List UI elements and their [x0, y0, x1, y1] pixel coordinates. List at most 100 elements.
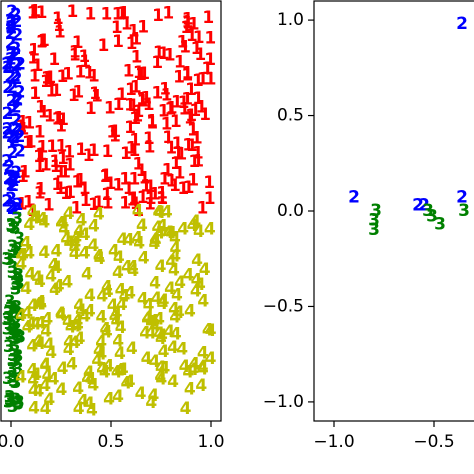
point-label-2: 2 [6, 18, 18, 38]
point-label-1: 1 [15, 117, 27, 137]
point-label-1: 1 [57, 149, 69, 169]
point-label-1: 1 [23, 193, 35, 213]
point-label-2: 2 [11, 120, 23, 140]
point-label-3: 3 [2, 369, 14, 389]
point-label-2: 2 [3, 169, 15, 189]
point-label-4: 4 [35, 314, 47, 334]
point-label-1: 1 [139, 168, 151, 188]
point-label-4: 4 [170, 325, 182, 345]
point-label-3: 3 [6, 367, 18, 387]
point-label-4: 4 [93, 341, 105, 361]
point-label-4: 4 [49, 280, 61, 300]
point-label-3: 3 [14, 305, 26, 325]
point-label-2: 2 [10, 39, 22, 59]
point-label-3: 3 [1, 310, 13, 330]
point-label-4: 4 [103, 356, 115, 376]
point-label-1: 1 [188, 15, 200, 35]
point-label-1: 1 [128, 189, 140, 209]
point-label-3: 3 [368, 211, 380, 231]
point-label-1: 1 [162, 4, 174, 24]
point-label-1: 1 [129, 169, 141, 189]
point-label-4: 4 [20, 279, 32, 299]
point-label-3: 3 [6, 316, 18, 336]
point-label-1: 1 [93, 193, 105, 213]
point-label-1: 1 [164, 100, 176, 120]
point-label-1: 1 [116, 85, 128, 105]
point-label-1: 1 [186, 136, 198, 156]
point-label-4: 4 [171, 286, 183, 306]
point-label-1: 1 [183, 178, 195, 198]
point-label-1: 1 [34, 184, 46, 204]
point-label-1: 1 [158, 44, 170, 64]
point-label-3: 3 [13, 229, 25, 249]
point-label-4: 4 [58, 220, 70, 240]
point-label-1: 1 [40, 156, 52, 176]
point-label-1: 1 [16, 195, 28, 215]
point-label-3: 3 [4, 388, 16, 408]
point-label-2: 2 [9, 66, 21, 86]
point-label-4: 4 [38, 243, 50, 263]
point-label-3: 3 [7, 397, 19, 417]
point-label-3: 3 [3, 393, 15, 413]
point-label-4: 4 [114, 361, 126, 381]
point-label-1: 1 [129, 130, 141, 150]
point-label-4: 4 [190, 282, 202, 302]
point-label-4: 4 [103, 390, 115, 410]
point-label-1: 1 [187, 170, 199, 190]
point-label-4: 4 [108, 241, 120, 261]
point-label-3: 3 [10, 314, 22, 334]
point-label-1: 1 [124, 96, 136, 116]
point-label-2: 2 [9, 119, 21, 139]
point-label-1: 1 [197, 199, 209, 219]
point-label-2: 2 [11, 69, 23, 89]
point-label-4: 4 [87, 236, 99, 256]
point-label-4: 4 [163, 223, 175, 243]
point-label-3: 3 [9, 342, 21, 362]
point-label-1: 1 [27, 48, 39, 68]
point-label-1: 1 [22, 133, 34, 153]
point-label-4: 4 [117, 360, 129, 380]
point-label-1: 1 [130, 30, 142, 50]
point-label-4: 4 [17, 246, 29, 266]
y-tick-label: 0.5 [277, 106, 304, 126]
point-label-1: 1 [112, 5, 124, 25]
point-label-1: 1 [140, 176, 152, 196]
point-label-1: 1 [145, 189, 157, 209]
point-label-3: 3 [12, 394, 24, 414]
point-label-4: 4 [101, 277, 113, 297]
point-label-4: 4 [197, 360, 209, 380]
point-label-4: 4 [73, 296, 85, 316]
point-label-2: 2 [9, 131, 21, 151]
point-label-4: 4 [167, 338, 179, 358]
point-label-4: 4 [26, 314, 38, 334]
point-label-3: 3 [12, 326, 24, 346]
point-label-1: 1 [60, 184, 72, 204]
point-label-2: 2 [10, 163, 22, 183]
point-label-4: 4 [184, 302, 196, 322]
point-label-1: 1 [201, 59, 213, 79]
point-label-1: 1 [165, 138, 177, 158]
point-label-1: 1 [136, 161, 148, 181]
point-label-2: 2 [3, 157, 15, 177]
point-label-4: 4 [26, 361, 38, 381]
point-label-4: 4 [184, 379, 196, 399]
point-label-1: 1 [131, 106, 143, 126]
point-label-2: 2 [456, 14, 468, 34]
point-label-1: 1 [170, 112, 182, 132]
point-label-2: 2 [5, 24, 17, 44]
point-label-4: 4 [115, 318, 127, 338]
point-label-1: 1 [191, 39, 203, 59]
point-label-1: 1 [109, 127, 121, 147]
point-label-4: 4 [63, 340, 75, 360]
point-label-2: 2 [8, 128, 20, 148]
point-label-3: 3 [3, 250, 15, 270]
point-label-2: 2 [6, 175, 18, 195]
point-label-4: 4 [63, 204, 75, 224]
point-label-1: 1 [126, 139, 138, 159]
point-label-1: 1 [181, 89, 193, 109]
point-label-1: 1 [41, 69, 53, 89]
point-label-1: 1 [192, 71, 204, 91]
point-label-1: 1 [40, 72, 52, 92]
point-label-1: 1 [44, 69, 56, 89]
point-label-4: 4 [197, 344, 209, 364]
